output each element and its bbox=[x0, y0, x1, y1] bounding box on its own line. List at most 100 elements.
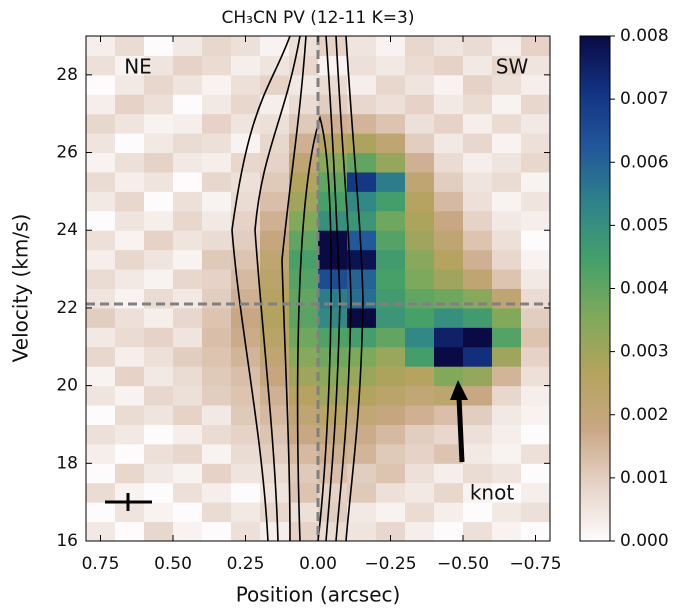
heatmap-cell bbox=[86, 230, 116, 251]
heatmap-cell bbox=[434, 36, 464, 56]
heatmap-cell bbox=[115, 171, 145, 192]
heatmap-cell bbox=[492, 94, 522, 115]
x-tick-label: −0.25 bbox=[364, 554, 416, 574]
heatmap-cell bbox=[405, 307, 435, 328]
heatmap-cell bbox=[115, 502, 145, 523]
heatmap-cell bbox=[376, 366, 406, 387]
heatmap-cell bbox=[202, 210, 232, 231]
heatmap-cell bbox=[434, 191, 464, 212]
heatmap-cell bbox=[376, 94, 406, 115]
heatmap-cell bbox=[173, 210, 203, 231]
heatmap-cell bbox=[202, 521, 232, 542]
heatmap-cell bbox=[376, 502, 406, 523]
heatmap-cell bbox=[405, 249, 435, 270]
heatmap-cell bbox=[202, 443, 232, 464]
heatmap-cell bbox=[434, 346, 464, 367]
heatmap-cell bbox=[231, 443, 261, 464]
contour bbox=[335, 35, 352, 542]
heatmap-cell bbox=[318, 191, 348, 212]
heatmap-cell bbox=[173, 55, 203, 76]
heatmap-cell bbox=[231, 249, 261, 270]
heatmap-cell bbox=[318, 307, 348, 328]
contour bbox=[345, 35, 364, 542]
heatmap-cell bbox=[347, 443, 377, 464]
heatmap-cell bbox=[86, 210, 116, 231]
heatmap-cell bbox=[260, 346, 290, 367]
y-tick-label: 16 bbox=[56, 531, 78, 551]
heatmap-cell bbox=[202, 424, 232, 445]
heatmap-cell bbox=[434, 269, 464, 289]
heatmap-cell bbox=[231, 210, 261, 231]
heatmap-cell bbox=[405, 171, 435, 192]
heatmap-cell bbox=[115, 327, 145, 348]
heatmap-cell bbox=[202, 327, 232, 348]
heatmap-cell bbox=[115, 424, 145, 445]
heatmap-cell bbox=[173, 74, 203, 95]
heatmap-cell bbox=[376, 307, 406, 328]
heatmap-cell bbox=[492, 191, 522, 212]
heatmap-cell bbox=[347, 171, 377, 192]
heatmap-cell bbox=[521, 327, 551, 348]
heatmap-cell bbox=[521, 424, 551, 445]
heatmap-cell bbox=[173, 133, 203, 154]
heatmap-cell bbox=[405, 36, 435, 56]
heatmap-cell bbox=[202, 463, 232, 484]
heatmap-cell bbox=[86, 346, 116, 367]
heatmap-cell bbox=[492, 385, 522, 406]
y-tick-label: 20 bbox=[56, 376, 78, 396]
heatmap-cell bbox=[434, 113, 464, 134]
heatmap-cell bbox=[318, 152, 348, 173]
heatmap-cell bbox=[434, 307, 464, 328]
heatmap-cell bbox=[521, 366, 551, 387]
heatmap-cell bbox=[289, 463, 319, 484]
heatmap-cell bbox=[231, 482, 261, 503]
heatmap-cell bbox=[347, 191, 377, 212]
heatmap-cell bbox=[231, 405, 261, 425]
heatmap-cell bbox=[115, 482, 145, 503]
y-tick-label: 22 bbox=[56, 298, 78, 318]
y-tick-label: 26 bbox=[56, 143, 78, 163]
heatmap-cell bbox=[492, 133, 522, 154]
heatmap-cell bbox=[521, 502, 551, 523]
x-tick-label: 0.25 bbox=[227, 554, 265, 574]
x-tick-label: −0.75 bbox=[509, 554, 561, 574]
heatmap-cell bbox=[463, 191, 493, 212]
heatmap-cell bbox=[347, 74, 377, 95]
heatmap-cell bbox=[492, 269, 522, 289]
heatmap-cell bbox=[463, 482, 493, 503]
x-tick-label: 0.50 bbox=[154, 554, 192, 574]
heatmap-cell bbox=[144, 463, 174, 484]
heatmap-cell bbox=[260, 74, 290, 95]
heatmap-cell bbox=[492, 113, 522, 134]
heatmap-cell bbox=[405, 152, 435, 173]
heatmap-cell bbox=[115, 463, 145, 484]
heatmap-cell bbox=[144, 424, 174, 445]
heatmap-cell bbox=[173, 327, 203, 348]
heatmap-cell bbox=[260, 191, 290, 212]
heatmap-cell bbox=[86, 191, 116, 212]
heatmap-cell bbox=[463, 36, 493, 56]
heatmap-cell bbox=[260, 55, 290, 76]
heatmap-cell bbox=[463, 55, 493, 76]
heatmap-cell bbox=[463, 443, 493, 464]
heatmap-cell bbox=[289, 521, 319, 542]
x-tick-label: 0.00 bbox=[299, 554, 337, 574]
heatmap-cell bbox=[463, 133, 493, 154]
heatmap-cell bbox=[492, 366, 522, 387]
heatmap-cell bbox=[434, 94, 464, 115]
knot-arrow bbox=[450, 380, 468, 463]
heatmap-cell bbox=[347, 521, 377, 542]
heatmap-cell bbox=[231, 307, 261, 328]
heatmap-cell bbox=[521, 482, 551, 503]
heatmap-cell bbox=[376, 152, 406, 173]
heatmap-cell bbox=[492, 482, 522, 503]
heatmap-cell bbox=[289, 230, 319, 251]
heatmap-cell bbox=[492, 55, 522, 76]
heatmap-cell bbox=[521, 443, 551, 464]
heatmap-cell bbox=[405, 191, 435, 212]
heatmap-cell bbox=[202, 55, 232, 76]
heatmap-cell bbox=[202, 133, 232, 154]
heatmap-cell bbox=[521, 191, 551, 212]
heatmap-cell bbox=[231, 74, 261, 95]
heatmap-cell bbox=[376, 74, 406, 95]
